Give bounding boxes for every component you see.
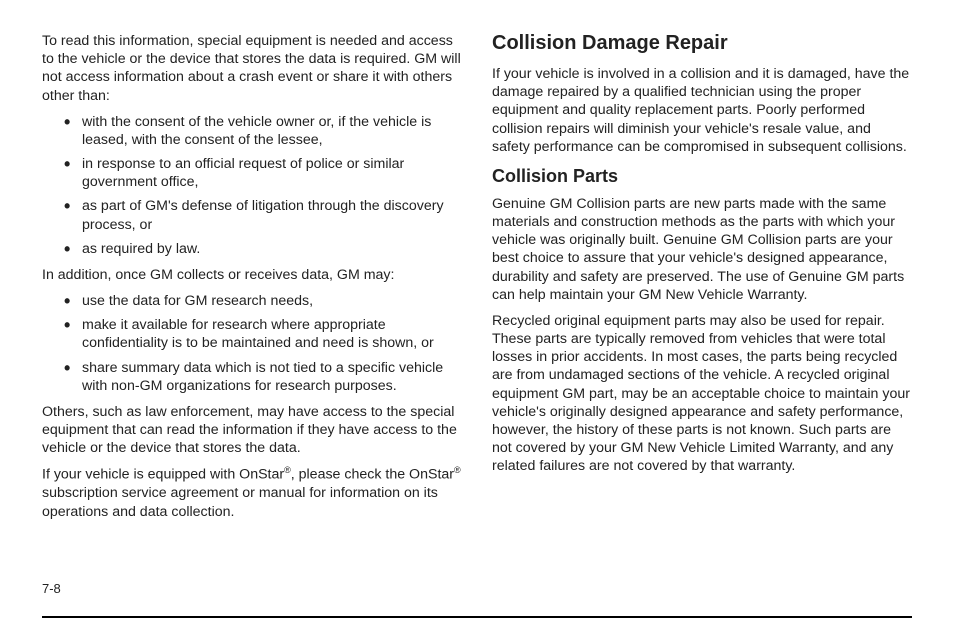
collision-parts-heading: Collision Parts xyxy=(492,166,912,187)
list-item: use the data for GM research needs, xyxy=(70,292,462,310)
manual-page: To read this information, special equipm… xyxy=(0,0,954,636)
list-item: share summary data which is not tied to … xyxy=(70,359,462,395)
registered-icon: ® xyxy=(454,465,461,475)
collision-parts-paragraph-2: Recycled original equipment parts may al… xyxy=(492,312,912,476)
footer-rule xyxy=(42,616,912,618)
law-enforcement-paragraph: Others, such as law enforcement, may hav… xyxy=(42,403,462,458)
onstar-text-b: , please check the OnStar xyxy=(291,467,454,483)
left-column: To read this information, special equipm… xyxy=(42,32,462,603)
list-item: in response to an official request of po… xyxy=(70,155,462,191)
collision-damage-paragraph: If your vehicle is involved in a collisi… xyxy=(492,65,912,156)
list-item: with the consent of the vehicle owner or… xyxy=(70,113,462,149)
two-column-layout: To read this information, special equipm… xyxy=(42,32,912,603)
onstar-text-c: subscription service agreement or manual… xyxy=(42,485,438,519)
collision-damage-heading: Collision Damage Repair xyxy=(492,32,912,55)
page-number: 7-8 xyxy=(42,581,912,596)
disclosure-list: with the consent of the vehicle owner or… xyxy=(42,113,462,258)
onstar-paragraph: If your vehicle is equipped with OnStar®… xyxy=(42,465,462,520)
list-item: make it available for research where app… xyxy=(70,316,462,352)
list-item: as part of GM's defense of litigation th… xyxy=(70,197,462,233)
intro-paragraph: To read this information, special equipm… xyxy=(42,32,462,105)
usage-list: use the data for GM research needs, make… xyxy=(42,292,462,395)
registered-icon: ® xyxy=(284,465,291,475)
right-column: Collision Damage Repair If your vehicle … xyxy=(492,32,912,603)
list-item: as required by law. xyxy=(70,240,462,258)
collision-parts-paragraph-1: Genuine GM Collision parts are new parts… xyxy=(492,195,912,304)
addition-paragraph: In addition, once GM collects or receive… xyxy=(42,266,462,284)
onstar-text-a: If your vehicle is equipped with OnStar xyxy=(42,467,284,483)
